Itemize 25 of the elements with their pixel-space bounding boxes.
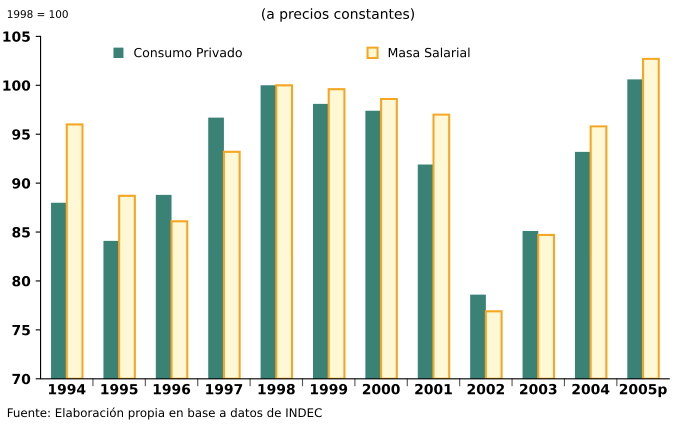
y-tick-label: 105 [3,31,30,42]
chart-title: (a precios constantes) [262,8,414,22]
x-tick-label: 1995 [101,384,138,394]
y-axis-title: 1998 = 100 [8,10,68,18]
x-tick-label: 1998 [258,384,295,394]
source-note: Fuente: Elaboración propia en base a datos de INDEC [8,408,322,420]
x-tick-label: 2000 [362,384,400,394]
x-tick-label: 2004 [572,384,610,394]
x-tick-label: 2002 [468,384,504,394]
x-tick-label: 1996 [154,384,190,394]
legend-label: Consumo Privado [134,48,242,58]
x-tick-label: 2003 [520,384,556,394]
x-tick-label: 1999 [310,384,348,394]
legend-label: Masa Salarial [388,48,470,58]
y-tick-label: 100 [3,80,30,91]
y-tick-label: 75 [12,325,30,336]
x-tick-label: 1997 [206,384,242,394]
y-tick-label: 90 [12,178,30,189]
x-tick-label: 2001 [415,384,452,394]
y-tick-label: 95 [12,129,30,140]
y-tick-label: 80 [12,276,30,286]
y-tick-label: 85 [12,227,30,238]
x-tick-label: 2005p [620,384,667,398]
y-tick-label: 70 [12,374,30,384]
x-tick-label: 1994 [48,384,86,394]
